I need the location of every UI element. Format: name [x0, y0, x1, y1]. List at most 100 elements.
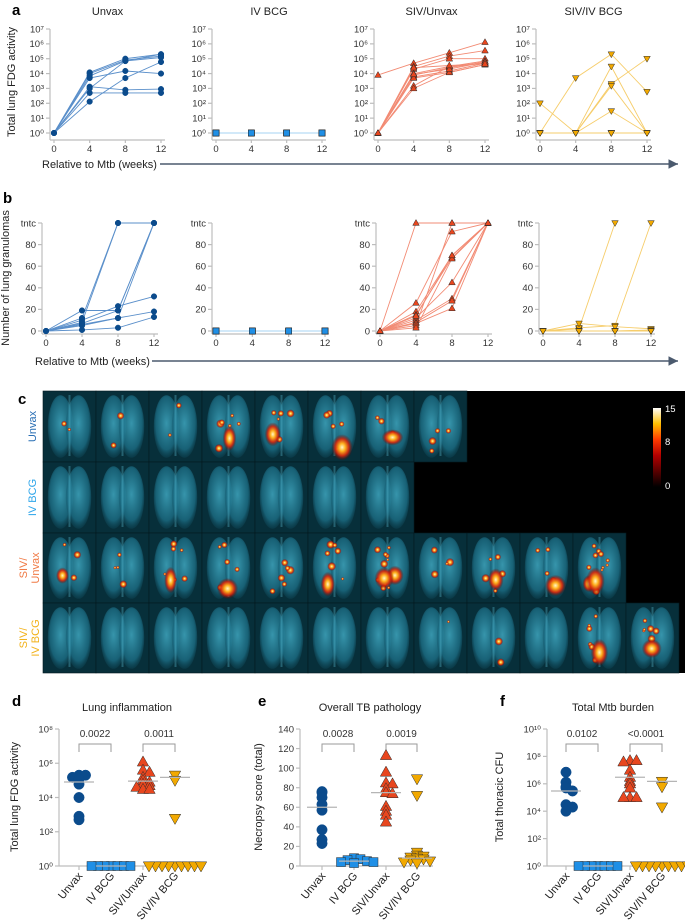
x-tick-label: 0 — [43, 338, 48, 349]
data-point — [316, 824, 328, 836]
uptake-spot — [284, 565, 291, 571]
y-tick-label: 40 — [522, 283, 533, 294]
y-tick-label: 10⁰ — [354, 128, 369, 139]
uptake-spot — [446, 620, 450, 624]
data-point — [481, 38, 489, 45]
chart-title: Total Mtb burden — [572, 702, 654, 714]
data-point — [114, 324, 122, 331]
subplot-iv-bcg: 0 20 40 60 80 tntc 0 4 8 12 — [191, 218, 331, 349]
data-point — [409, 63, 418, 71]
data-point — [560, 805, 572, 817]
data-point — [318, 129, 326, 137]
data-point — [374, 71, 382, 78]
data-point — [157, 70, 165, 77]
uptake-spot — [592, 552, 599, 559]
y-tick-label: 80 — [195, 240, 206, 251]
data-point — [536, 130, 544, 137]
uptake-spot — [70, 574, 78, 582]
uptake-spot — [428, 448, 435, 454]
row-label: IV BCG — [27, 479, 39, 516]
data-point — [412, 219, 420, 226]
uptake-spot — [340, 577, 345, 581]
data-point — [412, 311, 420, 319]
y-axis-label: Total lung FDG activity — [9, 741, 21, 852]
series-line — [540, 110, 648, 134]
category-label: Unvax — [56, 870, 86, 902]
y-tick-label: 10² — [527, 834, 541, 845]
y-tick-label: 10⁶ — [192, 39, 207, 50]
y-tick-label: 10⁸ — [526, 752, 541, 763]
pet-image-tile — [254, 602, 309, 674]
category-label: Unvax — [299, 870, 329, 902]
subplot-title: IV BCG — [250, 6, 287, 18]
data-point — [412, 323, 420, 331]
data-point — [617, 755, 630, 767]
uptake-spot — [382, 551, 389, 558]
series-line — [53, 55, 162, 134]
x-tick-label: 4 — [87, 144, 92, 155]
pet-image-tile — [254, 390, 309, 463]
y-axis-label: Necropsy score (total) — [253, 743, 265, 851]
data-point — [643, 56, 651, 63]
y-tick-label: 10³ — [354, 84, 368, 95]
category-label: IV BCG — [571, 870, 604, 906]
panel-letter-f: f — [500, 693, 506, 710]
subplot-siv-unvax: 0 20 40 60 80 tntc 0 4 8 12 — [355, 218, 494, 349]
uptake-lesion — [374, 567, 394, 590]
p-value: 0.0028 — [323, 729, 354, 740]
data-point — [647, 328, 655, 335]
data-point — [573, 861, 584, 871]
data-point — [643, 130, 651, 137]
y-tick-label: 10⁵ — [191, 54, 206, 65]
data-point — [130, 780, 143, 792]
category-label: IV BCG — [327, 870, 360, 906]
data-point — [143, 782, 156, 794]
data-point — [409, 70, 418, 77]
data-point — [316, 804, 328, 816]
y-tick-label: 10⁰ — [527, 861, 542, 872]
y-tick-label: 10¹ — [192, 113, 206, 124]
colorbar-max-label: 15 — [665, 404, 676, 415]
x-tick-label: 0 — [213, 144, 218, 155]
y-tick-label: 60 — [359, 262, 370, 273]
uptake-spot — [269, 587, 276, 595]
uptake-spot — [327, 561, 337, 571]
y-tick-label: 10³ — [30, 84, 44, 95]
x-tick-label: 12 — [320, 338, 331, 349]
data-point — [607, 108, 616, 116]
data-point — [349, 858, 359, 868]
data-point — [445, 54, 454, 62]
y-tick-label: 0 — [528, 326, 533, 337]
data-point — [285, 327, 292, 335]
uptake-spot — [322, 411, 331, 419]
data-point — [321, 327, 329, 335]
pet-image-tile — [148, 390, 203, 463]
y-tick-label: 10¹⁰ — [523, 724, 541, 735]
colorbar-mid-label: 8 — [665, 437, 670, 448]
y-tick-label: 10⁵ — [515, 54, 530, 65]
pet-image-tile — [360, 532, 415, 604]
uptake-spot — [281, 581, 288, 587]
uptake-spot — [445, 561, 449, 566]
uptake-spot — [544, 570, 550, 577]
x-tick-label: 4 — [411, 144, 416, 155]
uptake-spot — [181, 575, 189, 583]
chart-title: Lung inflammation — [82, 702, 172, 714]
uptake-spot — [67, 427, 72, 432]
y-tick-label: 10¹ — [516, 113, 530, 124]
y-tick-label: 10⁴ — [38, 793, 53, 804]
uptake-spot — [430, 570, 439, 579]
uptake-spot — [330, 423, 337, 430]
uptake-spot — [116, 411, 125, 420]
pet-image-tile — [42, 532, 97, 604]
uptake-lesion — [222, 425, 237, 451]
uptake-spot — [280, 558, 289, 567]
data-point — [150, 313, 158, 321]
data-point — [73, 814, 85, 826]
data-point — [379, 748, 393, 760]
data-point — [448, 296, 456, 304]
data-point — [336, 857, 346, 867]
subplot-title: SIV/IV BCG — [564, 6, 622, 18]
x-tick-label: 8 — [286, 338, 291, 349]
y-tick-label: 10⁷ — [30, 24, 45, 35]
